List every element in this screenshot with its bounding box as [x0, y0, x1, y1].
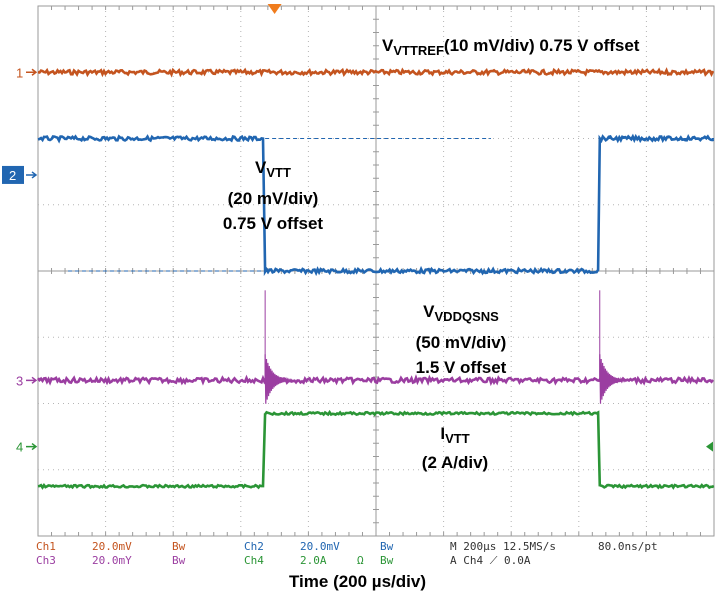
ch3-ringing	[599, 354, 628, 404]
channel-marker-arrow-3	[26, 376, 38, 384]
status-ch2-bw: Bw	[380, 540, 394, 553]
channel-marker-label-2: 2	[9, 168, 16, 183]
channel-marker-label-3: 3	[16, 373, 23, 388]
annotation-vddqsns: VVDDQSNS (50 mV/div) 1.5 V offset	[386, 302, 536, 378]
waveforms	[36, 4, 715, 490]
channel-marker-label-1: 1	[16, 65, 23, 80]
annotation-vddqsns-scale: (50 mV/div)	[415, 333, 507, 352]
series-line-ivtt	[37, 409, 715, 490]
annotation-vtt-main: V	[255, 158, 267, 177]
ch3-ringing	[264, 354, 293, 404]
annotation-vtt: VVTT (20 mV/div) 0.75 V offset	[198, 158, 348, 234]
annotation-ivtt-sub: VTT	[445, 431, 470, 446]
channel-marker-arrow-2	[26, 171, 38, 179]
annotation-vttref: VVTTREF(10 mV/div) 0.75 V offset	[382, 36, 639, 61]
status-ch3-label: Ch3	[36, 554, 56, 567]
status-ch4-bw: Bw	[380, 554, 394, 567]
annotation-ivtt: IVTT (2 A/div)	[405, 424, 505, 473]
status-ch4-label: Ch4	[244, 554, 264, 567]
annotation-vtt-scale: (20 mV/div)	[227, 189, 319, 208]
status-trigger: A Ch4 ⟋ 0.0A	[450, 554, 531, 567]
status-per-point: 80.0ns/pt	[598, 540, 658, 553]
annotation-vtt-offset: 0.75 V offset	[222, 214, 324, 233]
status-ch2-label: Ch2	[244, 540, 264, 553]
status-ch3-value: 20.0mY	[92, 554, 132, 567]
x-axis-label: Time (200 µs/div)	[288, 572, 427, 591]
annotation-vddqsns-offset: 1.5 V offset	[415, 358, 507, 377]
status-ch4-value: 2.0A	[300, 554, 327, 567]
channel-marker-label-4: 4	[16, 440, 23, 455]
annotation-vttref-main: V	[382, 36, 394, 55]
trigger-marker	[267, 4, 282, 14]
annotation-vddqsns-sub: VDDQSNS	[434, 309, 499, 324]
annotation-ivtt-scale: (2 A/div)	[421, 453, 489, 472]
channel-marker-bg-2	[2, 165, 24, 184]
status-ch1-label: Ch1	[36, 540, 56, 553]
status-ch2-value: 20.0mV	[300, 540, 340, 553]
status-ch1-bw: Bw	[172, 540, 186, 553]
status-ch3-bw: Bw	[172, 554, 186, 567]
channel-markers: 1 2 3 4	[2, 65, 38, 455]
annotation-vddqsns-main: V	[423, 302, 435, 321]
annotation-vtt-sub: VTT	[266, 165, 291, 180]
status-timebase: M 200µs 12.5MS/s	[450, 540, 556, 553]
series-line-vvtt	[37, 133, 715, 277]
series-line-vvttref	[37, 67, 715, 78]
channel-marker-arrow-1	[26, 68, 38, 76]
annotation-vttref-sub: VTTREF	[393, 43, 444, 58]
channel-marker-arrow-4	[26, 442, 38, 451]
trigger-level-marker	[706, 441, 713, 452]
status-ch1-value: 20.0mV	[92, 540, 132, 553]
annotation-vttref-rest: (10 mV/div) 0.75 V offset	[443, 36, 640, 55]
status-ch4-ohm: Ω	[357, 554, 364, 567]
annotation-ivtt-main: I	[440, 424, 446, 443]
